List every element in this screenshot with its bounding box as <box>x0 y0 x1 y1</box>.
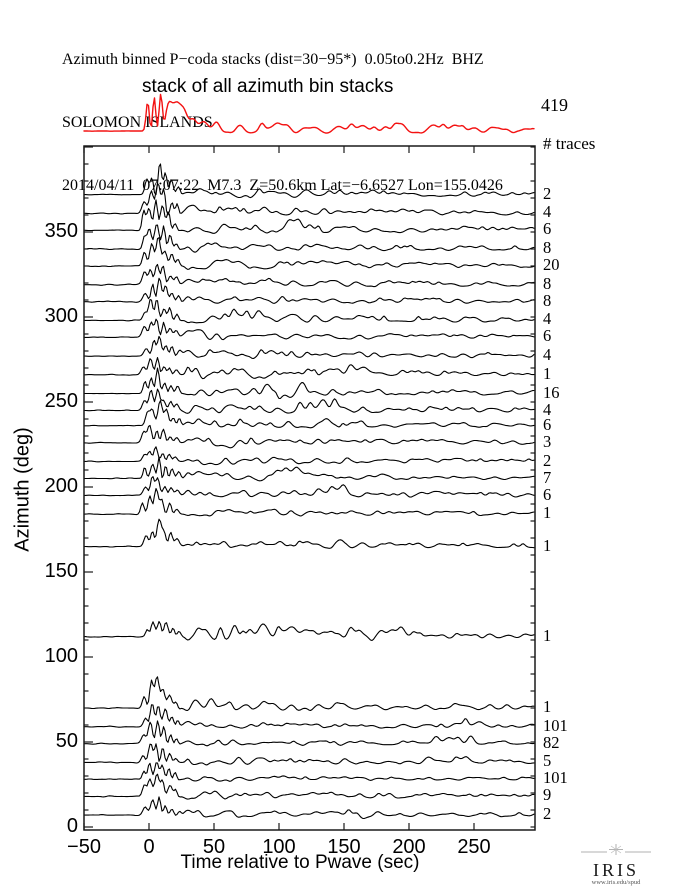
seismogram-trace <box>83 237 535 270</box>
trace-count-label: 4 <box>543 202 552 222</box>
seismogram-trace <box>83 424 535 449</box>
x-tick-label: −50 <box>67 836 101 858</box>
trace-count-label: 8 <box>543 273 552 293</box>
y-tick-label: 300 <box>44 305 78 327</box>
y-tick-label: 150 <box>44 560 78 582</box>
seismogram-trace <box>83 518 535 549</box>
seismogram-trace <box>83 335 535 360</box>
title-line-1: Azimuth binned P−coda stacks (dist=30−95… <box>62 51 484 68</box>
trace-count-label: 101 <box>543 768 568 788</box>
x-tick-label: 0 <box>143 836 155 858</box>
iris-logo-burst-icon <box>581 844 651 855</box>
stack-trace-label: stack of all azimuth bin stacks <box>142 76 394 97</box>
trace-count-label: 8 <box>543 290 552 310</box>
trace-count-label: 2 <box>543 804 552 824</box>
seismogram-trace <box>83 400 535 429</box>
x-tick-label: 150 <box>327 836 361 858</box>
y-tick-label: 250 <box>44 390 78 412</box>
seismogram-trace <box>83 224 535 253</box>
stack-trace-total: 419 <box>541 95 568 115</box>
trace-count-label: 4 <box>543 399 552 419</box>
title-line-3: 2014/04/11 07:07:22 M7.3 Z=50.6km Lat=−6… <box>62 177 503 194</box>
seismogram-trace <box>83 356 535 380</box>
seismogram-trace <box>83 720 535 747</box>
trace-count-label: 3 <box>543 431 552 451</box>
seismogram-trace <box>83 367 535 400</box>
y-tick-label: 200 <box>44 475 78 497</box>
trace-count-label: 20 <box>543 255 560 274</box>
seismogram-trace <box>83 762 535 782</box>
trace-count-header: # traces <box>543 134 596 153</box>
trace-count-label: 16 <box>543 382 560 402</box>
trace-count-label: 5 <box>543 751 552 771</box>
trace-count-label: 1 <box>543 503 552 523</box>
seismogram-trace <box>83 163 535 199</box>
x-tick-label: 200 <box>392 836 426 858</box>
seismogram-trace <box>83 298 535 324</box>
trace-count-label: 1 <box>543 363 552 383</box>
trace-count-label: 8 <box>543 238 552 257</box>
seismogram-trace <box>83 263 535 288</box>
plot-frame <box>83 145 536 831</box>
seismogram-trace <box>83 456 535 482</box>
trace-count-label: 6 <box>543 326 552 346</box>
trace-count-label: 1 <box>543 697 552 716</box>
trace-count-label: 2 <box>543 183 552 203</box>
seismogram-trace <box>83 676 535 712</box>
seismogram-trace <box>83 182 535 216</box>
seismogram-trace <box>83 199 535 234</box>
trace-count-label: 101 <box>543 715 568 735</box>
trace-count-label: 1 <box>543 535 552 555</box>
x-tick-label: 250 <box>457 836 491 858</box>
seismogram-trace <box>83 446 535 466</box>
seismogram-trace <box>83 773 535 800</box>
y-tick-label: 50 <box>55 730 78 752</box>
seismogram-trace <box>83 388 535 414</box>
trace-count-label: 82 <box>543 732 560 752</box>
y-tick-label: 100 <box>44 645 78 667</box>
trace-count-label: 4 <box>543 345 552 365</box>
trace-count-label: 6 <box>543 484 552 504</box>
x-axis-label: Time relative to Pwave (sec) <box>180 852 420 873</box>
trace-count-label: 9 <box>543 785 552 805</box>
stack-trace <box>83 93 535 134</box>
trace-count-label: 2 <box>543 450 552 470</box>
iris-logo: IRIS www.iris.edu/spud <box>575 843 657 886</box>
y-tick-label: 350 <box>44 220 78 242</box>
trace-count-label: 1 <box>543 625 552 645</box>
seismogram-trace <box>83 743 535 766</box>
title-line-2: SOLOMON ISLANDS <box>62 114 213 131</box>
iris-logo-url: www.iris.edu/spud <box>591 879 641 886</box>
seismogram-trace <box>83 796 535 820</box>
trace-count-label: 6 <box>543 414 552 434</box>
seismogram-trace <box>83 704 535 729</box>
x-tick-label: 100 <box>262 836 296 858</box>
seismogram-trace <box>83 318 535 341</box>
trace-count-label: 4 <box>543 309 552 329</box>
x-tick-label: 50 <box>202 836 226 858</box>
seismogram-trace <box>83 277 535 304</box>
trace-count-label: 6 <box>543 219 552 239</box>
seismogram-trace <box>83 487 535 517</box>
trace-count-label: 7 <box>543 467 552 487</box>
iris-logo-text: IRIS <box>592 860 639 880</box>
seismogram-trace <box>83 476 535 498</box>
y-tick-label: 0 <box>66 815 78 837</box>
seismogram-trace <box>83 620 535 642</box>
title-block: Azimuth binned P−coda stacks (dist=30−95… <box>62 7 503 238</box>
